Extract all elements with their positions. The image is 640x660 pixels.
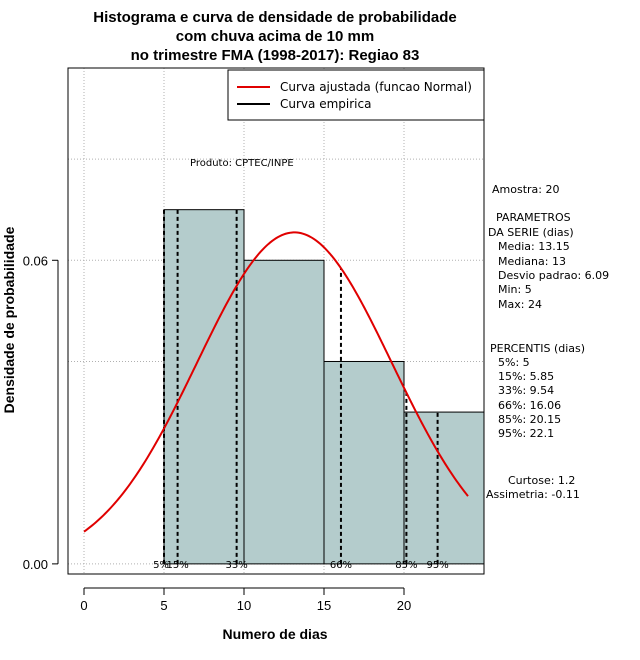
legend-label-fitted: Curva ajustada (funcao Normal) [280,80,472,94]
stat-p85: 85%: 20.15 [498,413,561,426]
x-tick-label: 5 [160,598,167,613]
stat-curtose: Curtose: 1.2 [508,474,575,487]
legend: Curva ajustada (funcao Normal) Curva emp… [227,69,485,121]
percentile-lines [163,209,439,564]
x-tick-label: 20 [397,598,411,613]
product-annotation: Produto: CPTEC/INPE [190,158,294,169]
y-tick-label: 0.00 [23,557,48,572]
stat-media: Media: 13.15 [498,240,570,253]
legend-box [227,69,485,121]
percentile-label: 33% [226,560,248,571]
stat-params-title-1: PARAMETROS [496,211,571,224]
plot-frame [67,67,485,575]
histogram-bar [163,209,245,565]
legend-label-empirical: Curva empirica [280,97,371,111]
x-axis-title: Numero de dias [222,626,327,642]
histogram-bar [243,259,325,565]
stat-assimetria: Assimetria: -0.11 [486,488,580,501]
stat-mediana: Mediana: 13 [498,255,566,268]
chart-title-line-2: com chuva acima de 10 mm [176,28,374,45]
stat-p95: 95%: 22.1 [498,427,554,440]
y-tick-label: 0.06 [23,253,48,268]
stat-sample: Amostra: 20 [492,183,559,196]
stat-p33: 33%: 9.54 [498,384,554,397]
chart-title-line-1: Histograma e curva de densidade de proba… [93,9,456,26]
statistics-panel: Amostra: 20 PARAMETROS DA SERIE (dias) M… [486,183,609,501]
y-axis: 0.00 0.06 [23,253,59,572]
stat-p15: 15%: 5.85 [498,370,554,383]
y-axis-title: Densidade de probabilidade [1,226,17,413]
x-tick-label: 0 [80,598,87,613]
histogram-bars [163,209,485,565]
percentile-labels: 5%15% 33% 66% 85% 95% [153,560,449,571]
stat-p66: 66%: 16.06 [498,399,561,412]
percentile-label: 85% [395,560,417,571]
normal-curve [83,231,469,533]
x-axis: 0 5 10 15 20 [80,587,411,613]
stat-p5: 5%: 5 [498,356,530,369]
histogram-bar [403,411,485,565]
stat-max: Max: 24 [498,298,542,311]
percentile-label: 5% [153,560,169,571]
percentile-label: 66% [330,560,352,571]
stat-params-title-2: DA SERIE (dias) [488,226,574,239]
histogram-bar [323,360,405,565]
stat-desvio: Desvio padrao: 6.09 [498,269,609,282]
stat-percentis-title: PERCENTIS (dias) [490,342,585,355]
percentile-label: 95% [426,560,448,571]
x-tick-label: 10 [237,598,251,613]
stat-min: Min: 5 [498,283,532,296]
x-tick-label: 15 [317,598,331,613]
percentile-label: 15% [166,560,188,571]
chart-title-line-3: no trimestre FMA (1998-2017): Regiao 83 [131,47,420,64]
